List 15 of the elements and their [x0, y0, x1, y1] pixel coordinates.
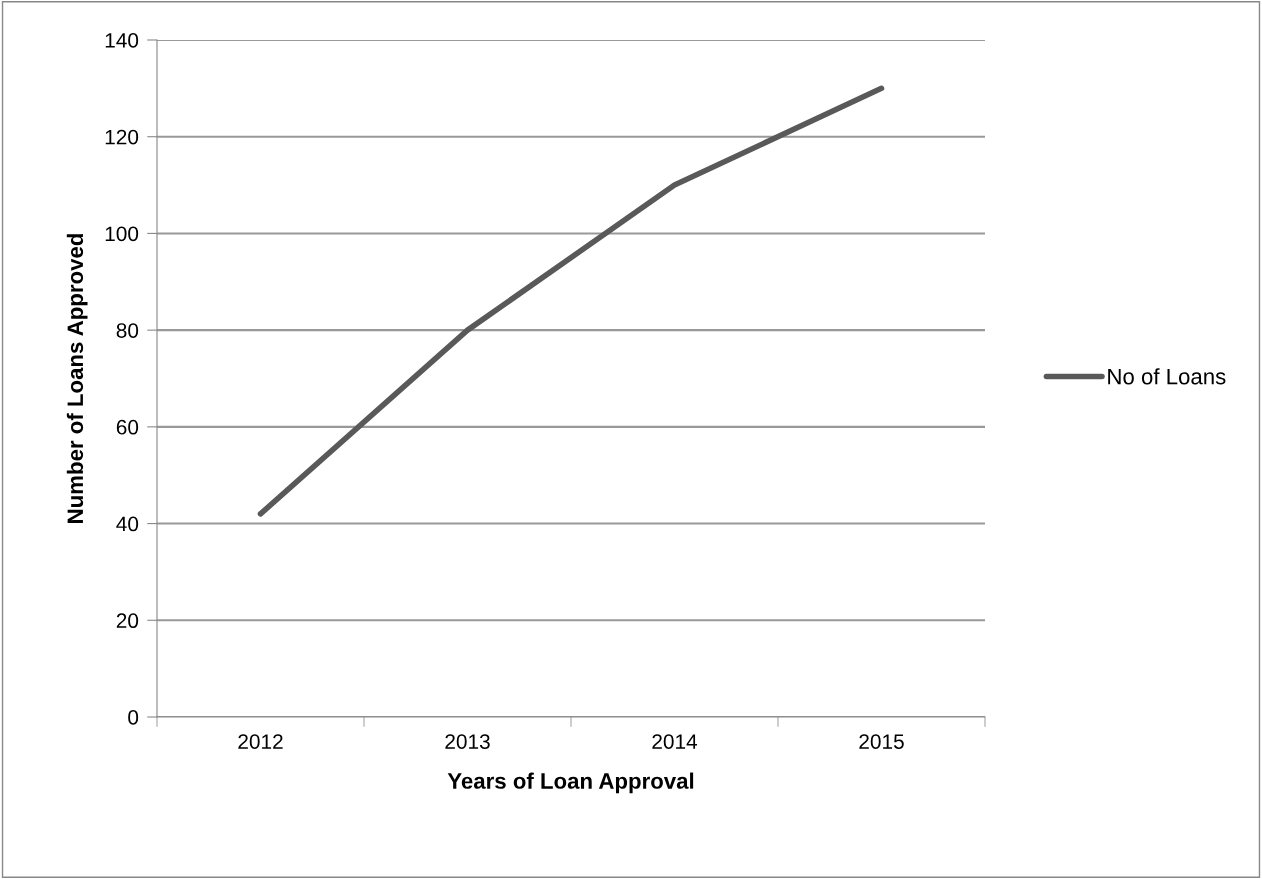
- y-tick-label: 60: [116, 419, 139, 435]
- x-tick-label: 2014: [652, 734, 698, 749]
- x-tick-label: 2015: [859, 734, 904, 749]
- y-tick-label: 0: [128, 710, 139, 725]
- y-tick-label: 120: [105, 129, 139, 145]
- x-tick-label: 2012: [238, 734, 283, 749]
- x-axis-title: Years of Loan Approval: [447, 772, 694, 794]
- y-tick-label: 20: [116, 613, 139, 629]
- y-axis-title: Number of Loans Approved: [66, 234, 88, 523]
- y-tick-label: 40: [116, 516, 139, 532]
- y-tick-label: 100: [105, 226, 139, 242]
- x-tick-label: 2013: [445, 734, 490, 749]
- y-tick-label: 140: [105, 33, 139, 48]
- y-tick-label: 80: [116, 323, 139, 338]
- legend-label: No of Loans: [1108, 368, 1226, 385]
